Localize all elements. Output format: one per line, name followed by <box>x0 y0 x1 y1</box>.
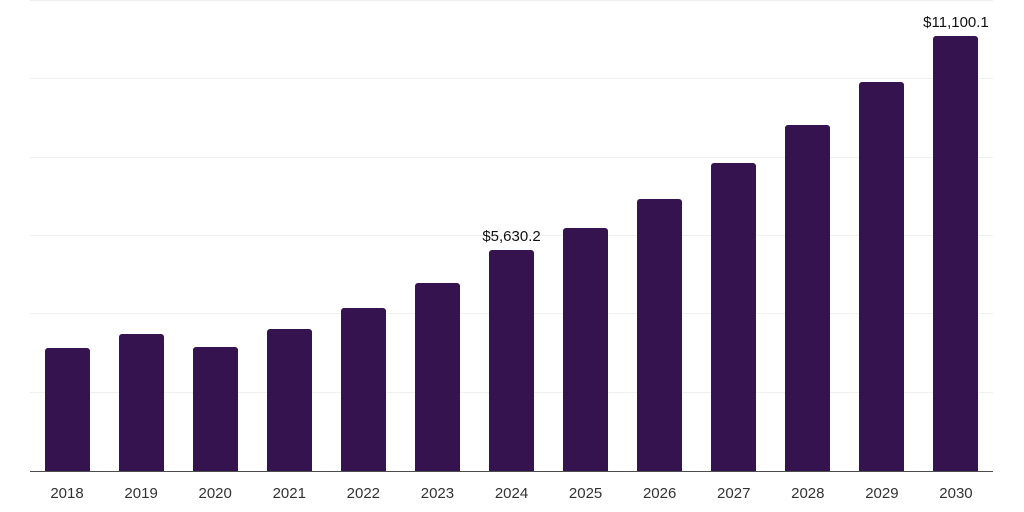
x-tick-label-2020: 2020 <box>198 485 232 502</box>
bar-column <box>326 1 400 471</box>
bar-column <box>252 1 326 471</box>
x-tick-label-2025: 2025 <box>568 485 603 502</box>
bar-column <box>104 1 178 471</box>
bar-column <box>30 1 104 471</box>
x-tick-label-2024: 2024 <box>494 485 529 502</box>
gridline <box>30 78 993 80</box>
x-tick-label-2018: 2018 <box>50 485 84 502</box>
x-tick-label-2029: 2029 <box>865 485 899 502</box>
bar-2026[interactable] <box>637 199 683 471</box>
bar-2025[interactable] <box>563 227 609 471</box>
gridline <box>30 0 993 1</box>
gridline <box>30 156 993 158</box>
bar-value-label: $11,100.1 <box>923 14 989 32</box>
x-axis-line <box>30 471 993 472</box>
bar-2020[interactable] <box>192 347 238 471</box>
bar-column <box>771 1 845 471</box>
bar-column <box>845 1 919 471</box>
bar-2018[interactable] <box>44 348 90 471</box>
bar-column: $5,630.2 <box>474 1 548 471</box>
bar-2030[interactable] <box>933 36 979 471</box>
bar-column: $11,100.1 <box>919 1 993 471</box>
x-tick-label-2022: 2022 <box>346 485 381 502</box>
bar-2021[interactable] <box>266 328 312 471</box>
bar-column <box>178 1 252 471</box>
x-tick-label-2027: 2027 <box>717 485 751 502</box>
bar-2029[interactable] <box>859 82 905 471</box>
bar-2019[interactable] <box>118 333 164 471</box>
gridline <box>30 235 993 236</box>
bar-column <box>400 1 474 471</box>
bar-column <box>549 1 623 471</box>
x-axis: 2018 2019 2020 2021 2022 2023 2024 2025 2026 2027… <box>30 472 993 501</box>
bar-2024[interactable] <box>489 250 534 471</box>
bar-2027[interactable] <box>711 162 757 471</box>
x-tick-label-2028: 2028 <box>791 485 825 502</box>
plot-area: $5,630.2 $11,100.1 <box>30 0 993 472</box>
bar-value-label: $5,630.2 <box>482 228 541 246</box>
bar-column <box>623 1 697 471</box>
x-tick-label-2030: 2030 <box>939 485 973 502</box>
x-tick-label-2026: 2026 <box>642 485 677 502</box>
bar-2022[interactable] <box>340 308 386 471</box>
bars-row: $5,630.2 $11,100.1 <box>30 1 993 471</box>
x-tick-label-2019: 2019 <box>124 485 158 502</box>
bar-2028[interactable] <box>785 124 831 471</box>
bar-column <box>697 1 771 471</box>
bar-2023[interactable] <box>414 283 460 471</box>
x-tick-label-2023: 2023 <box>420 485 455 502</box>
x-tick-label-2021: 2021 <box>272 485 306 502</box>
